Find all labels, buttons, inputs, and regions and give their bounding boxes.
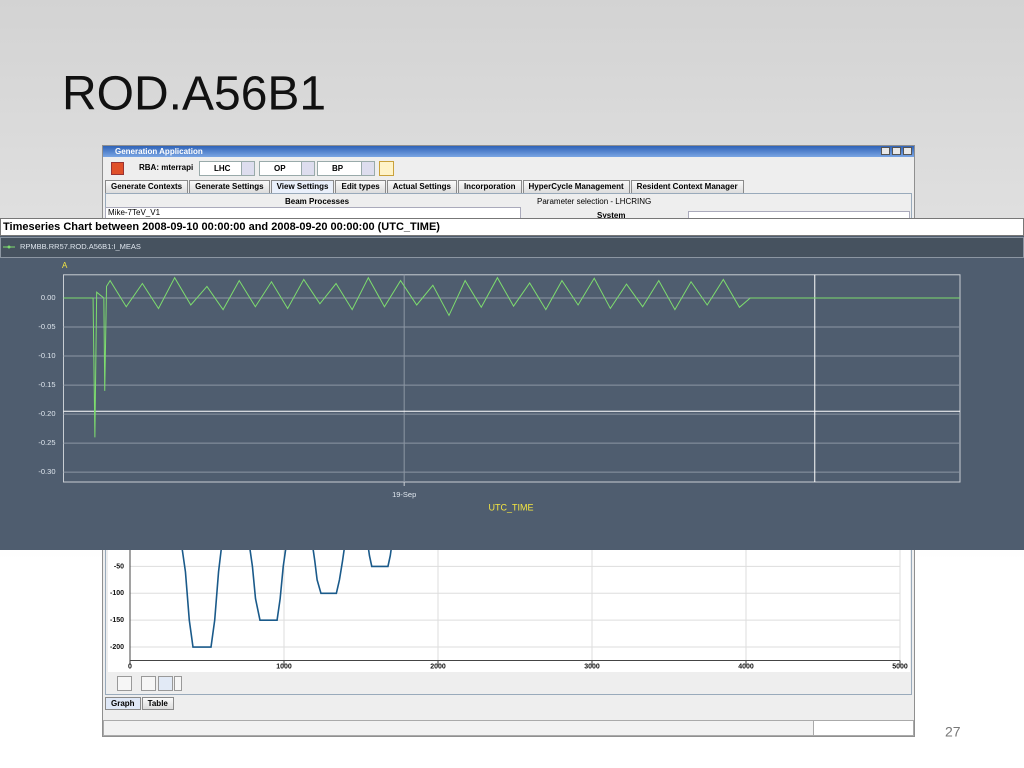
y-tick-label: -50 — [114, 563, 124, 570]
page-number: 27 — [945, 724, 961, 740]
rba-label: RBA: mterrapi — [139, 163, 194, 172]
slide-title: ROD.A56B1 — [62, 68, 326, 121]
x-tick-label: 19-Sep — [392, 490, 416, 499]
y-tick-label: -100 — [110, 590, 124, 597]
window-title: Generation Application — [103, 146, 914, 157]
tab-bar: Generate Contexts Generate Settings View S… — [105, 180, 745, 193]
y-tick-label: -0.10 — [38, 351, 55, 360]
refresh-button[interactable] — [379, 161, 394, 176]
legend-band — [0, 237, 1024, 258]
y-tick-label: -0.05 — [38, 322, 55, 331]
rba-icon[interactable] — [111, 162, 124, 175]
view-tab[interactable]: Table — [141, 697, 174, 710]
tab[interactable]: Generate Settings — [189, 180, 270, 193]
close-button[interactable] — [903, 147, 912, 155]
y-tick-label: -0.15 — [38, 380, 55, 389]
x-tick-label: 4000 — [738, 663, 754, 670]
series-line — [63, 276, 960, 438]
y-tick-label: -150 — [110, 617, 124, 624]
zoom-button[interactable] — [158, 676, 173, 691]
tab[interactable]: Generate Contexts — [105, 180, 189, 193]
tab[interactable]: View Settings — [270, 180, 335, 193]
x-tick-label: 1000 — [276, 663, 292, 670]
y-axis-label: A — [62, 261, 68, 270]
y-tick-label: -0.25 — [38, 438, 55, 447]
tab[interactable]: Actual Settings — [386, 180, 457, 193]
x-tick-label: 3000 — [584, 663, 600, 670]
x-axis-label: UTC_TIME — [489, 502, 534, 512]
process-combo[interactable]: BP — [317, 161, 375, 176]
maximize-button[interactable] — [892, 147, 901, 155]
chart-title: Timeseries Chart between 2008-09-10 00:0… — [3, 221, 440, 233]
zoom-fit-button[interactable] — [117, 676, 132, 691]
tab[interactable]: Edit types — [335, 180, 386, 193]
accelerator-combo[interactable]: LHC — [199, 161, 255, 176]
plot-border — [63, 274, 961, 483]
minimize-button[interactable] — [881, 147, 890, 155]
y-tick-label: -200 — [110, 644, 124, 651]
chart-background — [0, 218, 1024, 550]
x-tick-label: 0 — [128, 663, 132, 670]
pan-button[interactable] — [141, 676, 156, 691]
y-tick-label: 0.00 — [41, 293, 56, 302]
mode-combo[interactable]: OP — [259, 161, 315, 176]
x-tick-label: 5000 — [892, 663, 908, 670]
zoom-menu-button[interactable] — [174, 676, 182, 691]
view-tab-bar: Graph Table — [105, 697, 175, 710]
tab[interactable]: Incorporation — [457, 180, 522, 193]
series-line — [180, 539, 394, 648]
parameter-selection-header: Parameter selection - LHCRING — [537, 197, 652, 206]
tab[interactable]: HyperCycle Management — [522, 180, 630, 193]
status-progress — [813, 720, 914, 736]
tab[interactable]: Resident Context Manager — [630, 180, 744, 193]
system-label: System — [597, 211, 626, 220]
timeseries-window: Timeseries Chart between 2008-09-10 00:0… — [0, 218, 1024, 550]
legend-marker — [7, 245, 11, 249]
x-tick-label: 2000 — [430, 663, 446, 670]
legend-label: RPMBB.RR57.ROD.A56B1:I_MEAS — [20, 242, 141, 251]
y-tick-label: -0.20 — [38, 409, 55, 418]
beam-processes-header: Beam Processes — [284, 197, 350, 206]
y-tick-label: -0.30 — [38, 467, 55, 476]
view-tab[interactable]: Graph — [105, 697, 141, 710]
